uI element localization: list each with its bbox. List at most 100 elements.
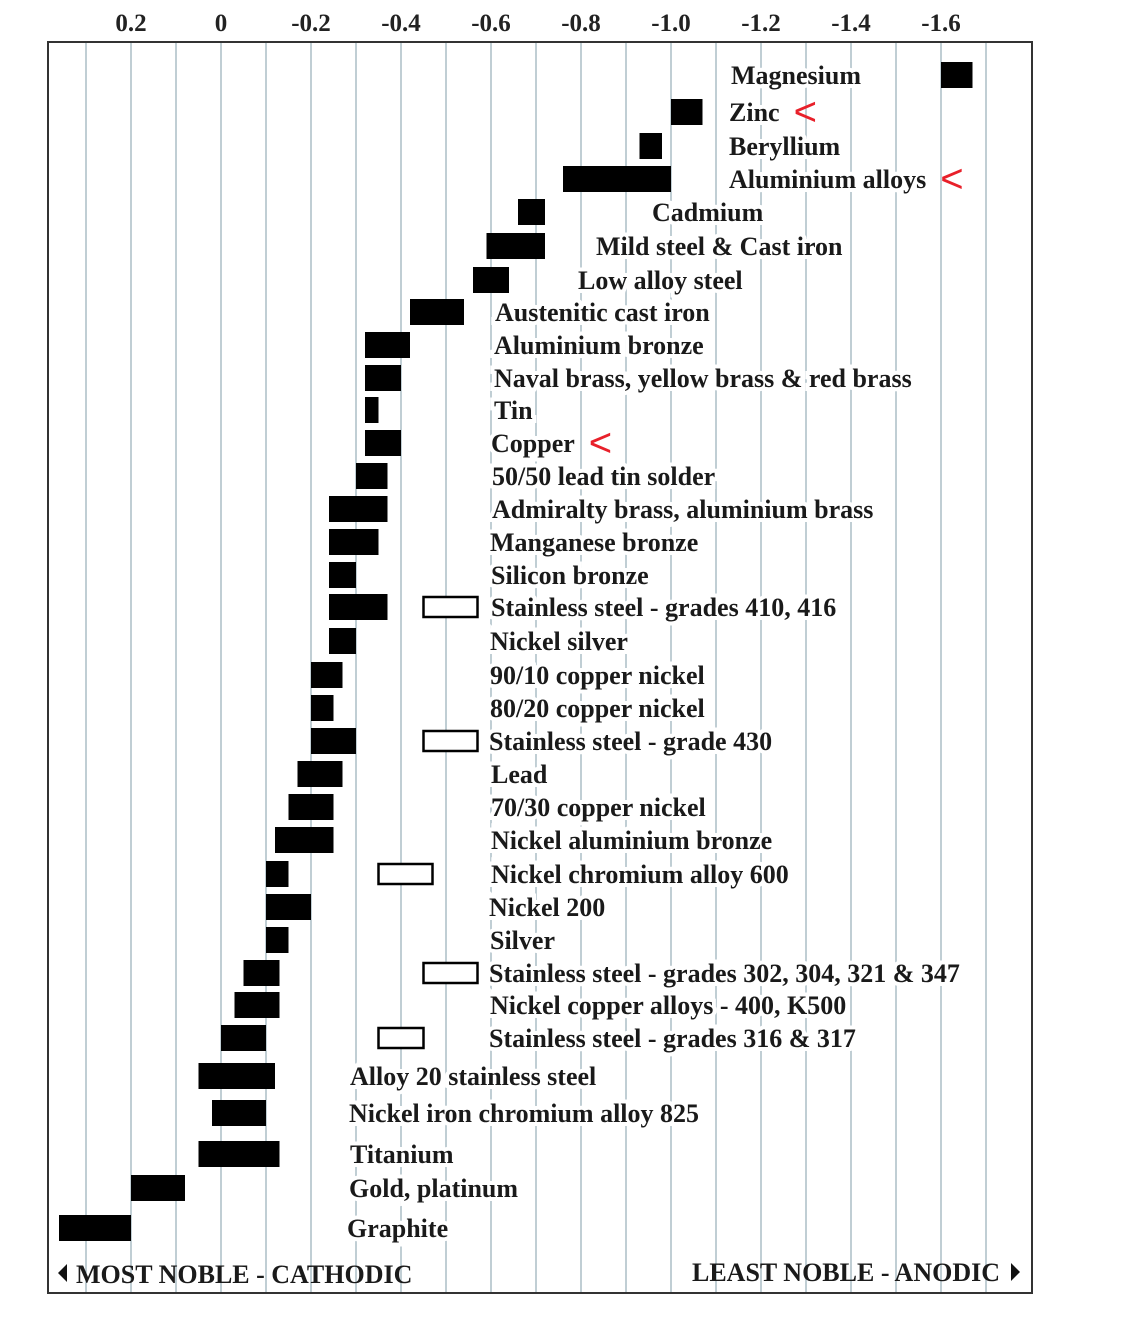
- potential-range-bar: [671, 99, 703, 125]
- series-label: Silver: [490, 926, 555, 955]
- potential-range-bar: [243, 960, 280, 986]
- red-marker-icon: <: [589, 421, 612, 465]
- potential-range-bar: [288, 794, 334, 820]
- series-label: Stainless steel - grades 410, 416: [491, 593, 836, 622]
- series-row: Lead: [297, 756, 552, 793]
- series-row: Graphite: [59, 1210, 452, 1247]
- series-row: Nickel chromium alloy 600: [266, 856, 793, 893]
- series-row: Nickel iron chromium alloy 825: [212, 1095, 703, 1132]
- series-row: Manganese bronze: [329, 524, 702, 561]
- crevice-range-bar: [422, 729, 479, 753]
- red-marker-icon: <: [794, 90, 817, 134]
- series-row: Stainless steel - grades 302, 304, 321 &…: [243, 955, 964, 992]
- series-row: Beryllium: [639, 128, 845, 165]
- series-row: Zinc <: [671, 90, 817, 134]
- series-row: Nickel aluminium bronze: [275, 822, 776, 859]
- potential-range-bar: [941, 62, 973, 88]
- x-tick-label: -1.6: [921, 10, 961, 37]
- series-label: Graphite: [347, 1214, 448, 1243]
- series-row: Stainless steel - grade 430: [311, 723, 776, 760]
- potential-range-bar: [266, 894, 311, 920]
- series-label: 80/20 copper nickel: [490, 694, 705, 723]
- series-label: Nickel chromium alloy 600: [491, 860, 789, 889]
- potential-range-bar: [639, 133, 662, 159]
- crevice-range-bar: [377, 862, 434, 886]
- series-row: Magnesium: [727, 57, 973, 94]
- potential-range-bar: [311, 662, 343, 688]
- series-label: Nickel aluminium bronze: [491, 826, 772, 855]
- potential-range-bar: [198, 1063, 275, 1089]
- x-tick-label: -0.6: [471, 10, 511, 37]
- series-label: Alloy 20 stainless steel: [350, 1062, 596, 1091]
- series-label: Copper: [491, 429, 575, 458]
- series-row: Nickel 200: [266, 889, 609, 926]
- potential-range-bar: [473, 267, 509, 293]
- series-label: Aluminium bronze: [494, 331, 704, 360]
- series-row: Silicon bronze: [329, 557, 653, 594]
- series-row: 70/30 copper nickel: [288, 789, 710, 826]
- crevice-range-bar: [422, 595, 479, 619]
- series-row: Low alloy steel: [473, 262, 747, 299]
- potential-range-bar: [365, 365, 401, 391]
- footer-left-label: MOST NOBLE - CATHODIC: [76, 1260, 412, 1289]
- series-label: Austenitic cast iron: [495, 298, 710, 327]
- series-row: Admiralty brass, aluminium brass: [329, 491, 877, 528]
- potential-range-bar: [410, 299, 464, 325]
- potential-range-bar: [221, 1025, 266, 1051]
- left-arrow-icon: [58, 1264, 67, 1282]
- series-label: 50/50 lead tin solder: [492, 462, 715, 491]
- potential-range-bar: [311, 695, 334, 721]
- potential-range-bar: [266, 861, 289, 887]
- potential-range-bar: [329, 496, 388, 522]
- series-label: 70/30 copper nickel: [491, 793, 706, 822]
- series-label: Manganese bronze: [490, 528, 698, 557]
- footer-right-label: LEAST NOBLE - ANODIC: [692, 1258, 1000, 1287]
- series-label: Beryllium: [729, 132, 841, 161]
- series-label: Stainless steel - grade 430: [489, 727, 772, 756]
- crevice-range-bar: [377, 1026, 425, 1050]
- series-row: Stainless steel - grades 316 & 317: [221, 1020, 860, 1057]
- x-axis-ticks: 0.2 0 -0.2 -0.4 -0.6 -0.8 -1.0 -1.2 -1.4 -1.6: [115, 10, 960, 37]
- potential-range-bar: [297, 761, 343, 787]
- potential-range-bar: [563, 166, 671, 192]
- series-row: Stainless steel - grades 410, 416: [329, 589, 840, 626]
- plot-frame: [47, 41, 1033, 1294]
- x-tick-label: -1.4: [831, 10, 871, 37]
- series-label: Titanium: [350, 1140, 454, 1169]
- series-row: 90/10 copper nickel: [311, 657, 709, 694]
- potential-range-bar: [518, 199, 545, 225]
- series-row: 80/20 copper nickel: [311, 690, 709, 727]
- potential-range-bar: [365, 430, 401, 456]
- x-tick-label: -1.2: [741, 10, 781, 37]
- series-label: Mild steel & Cast iron: [596, 232, 843, 261]
- potential-range-bar: [234, 992, 280, 1018]
- potential-range-bar: [329, 529, 379, 555]
- x-tick-label: -0.2: [291, 10, 331, 37]
- series-label: Stainless steel - grades 302, 304, 321 &…: [489, 959, 960, 988]
- series-row: Aluminium alloys <: [563, 157, 964, 201]
- series-row: Mild steel & Cast iron: [486, 228, 847, 265]
- series-row: Tin: [365, 392, 537, 429]
- series-label: Low alloy steel: [578, 266, 743, 295]
- right-arrow-icon: [1011, 1263, 1020, 1281]
- potential-range-bar: [329, 562, 356, 588]
- series-row: Titanium: [198, 1136, 458, 1173]
- potential-range-bar: [131, 1175, 185, 1201]
- potential-range-bar: [356, 463, 388, 489]
- series-label: Lead: [491, 760, 548, 789]
- potential-range-bar: [198, 1141, 280, 1167]
- series-label: Magnesium: [731, 61, 861, 90]
- potential-range-bar: [365, 332, 410, 358]
- series-label: Nickel 200: [489, 893, 605, 922]
- x-tick-label: -0.8: [561, 10, 601, 37]
- potential-range-bar: [59, 1215, 131, 1241]
- crevice-range-bar: [422, 961, 479, 985]
- series-label: Naval brass, yellow brass & red brass: [494, 364, 912, 393]
- series-row: Nickel copper alloys - 400, K500: [234, 987, 850, 1024]
- potential-range-bar: [329, 594, 388, 620]
- series-row: Silver: [266, 922, 559, 959]
- series-row: Gold, platinum: [131, 1170, 522, 1207]
- series-label: Silicon bronze: [491, 561, 649, 590]
- series-row: Naval brass, yellow brass & red brass: [365, 360, 916, 397]
